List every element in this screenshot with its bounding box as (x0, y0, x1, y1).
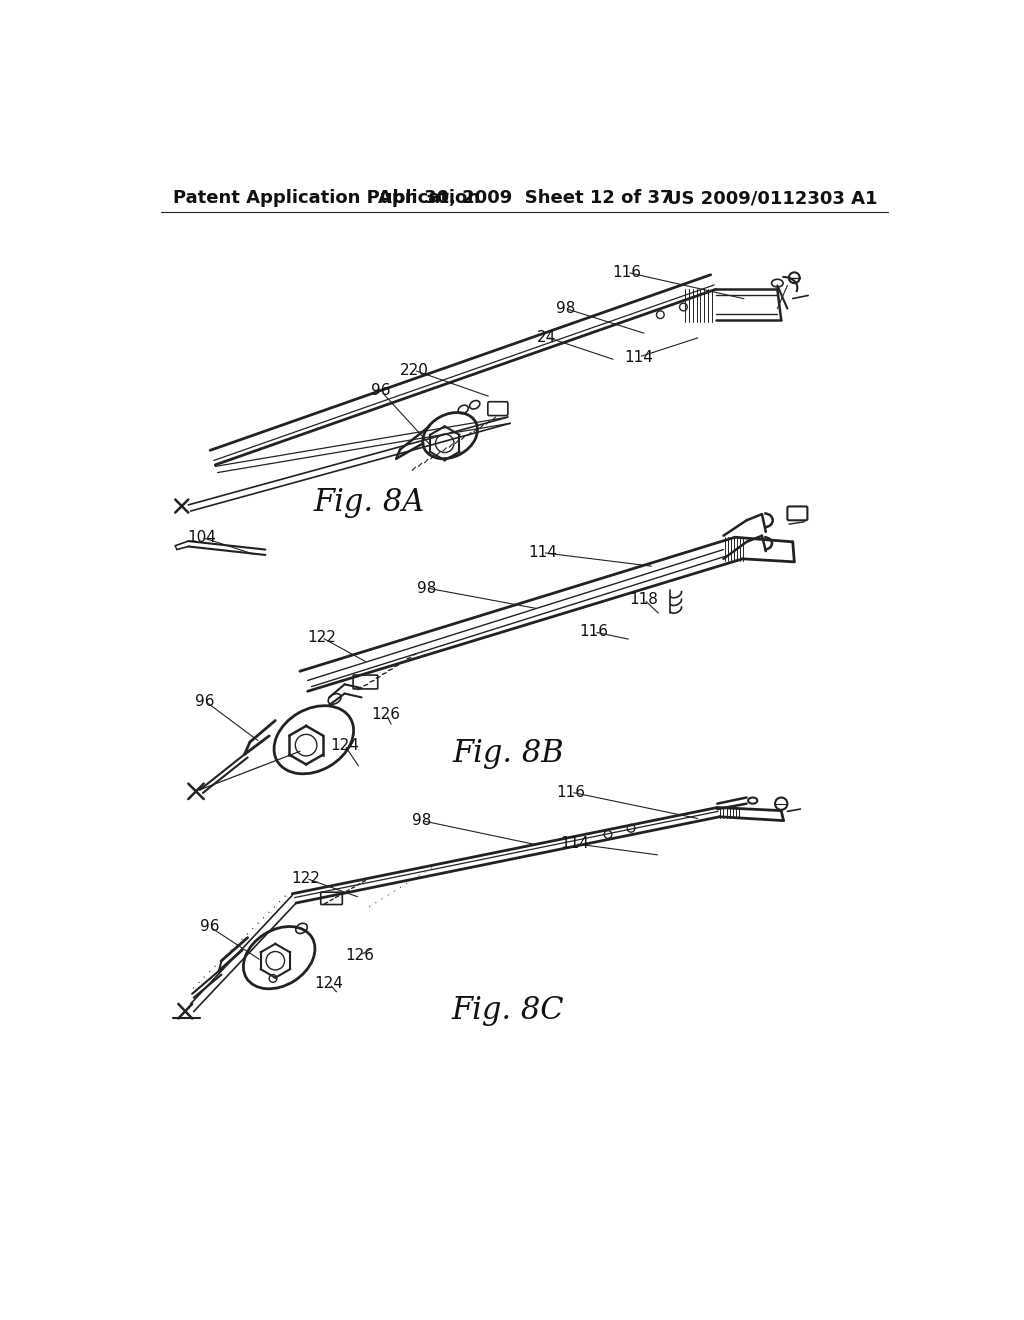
Text: Fig. 8C: Fig. 8C (452, 995, 564, 1026)
Text: 104: 104 (187, 529, 216, 545)
Text: 116: 116 (556, 784, 586, 800)
Text: 114: 114 (528, 545, 557, 560)
Text: 122: 122 (292, 871, 321, 886)
Text: 24: 24 (537, 330, 556, 345)
Text: 116: 116 (612, 265, 642, 280)
Text: 114: 114 (560, 836, 589, 851)
Text: 124: 124 (314, 977, 344, 991)
Text: 118: 118 (630, 593, 658, 607)
Text: Patent Application Publication: Patent Application Publication (173, 189, 480, 207)
Text: 124: 124 (330, 738, 359, 752)
Text: 116: 116 (580, 624, 608, 639)
Text: Fig. 8A: Fig. 8A (313, 487, 425, 517)
Text: 126: 126 (345, 948, 375, 962)
Text: 98: 98 (556, 301, 575, 315)
Text: 98: 98 (412, 813, 431, 828)
Text: Apr. 30, 2009  Sheet 12 of 37: Apr. 30, 2009 Sheet 12 of 37 (378, 189, 672, 207)
Text: 114: 114 (625, 350, 653, 364)
Text: US 2009/0112303 A1: US 2009/0112303 A1 (667, 189, 878, 207)
Text: 220: 220 (399, 363, 428, 378)
Text: 96: 96 (371, 383, 390, 399)
Text: 96: 96 (196, 694, 215, 709)
Text: 96: 96 (200, 919, 219, 935)
Text: 126: 126 (372, 706, 400, 722)
Text: 98: 98 (418, 581, 436, 595)
Text: Fig. 8B: Fig. 8B (452, 738, 563, 770)
Text: 122: 122 (307, 630, 336, 645)
